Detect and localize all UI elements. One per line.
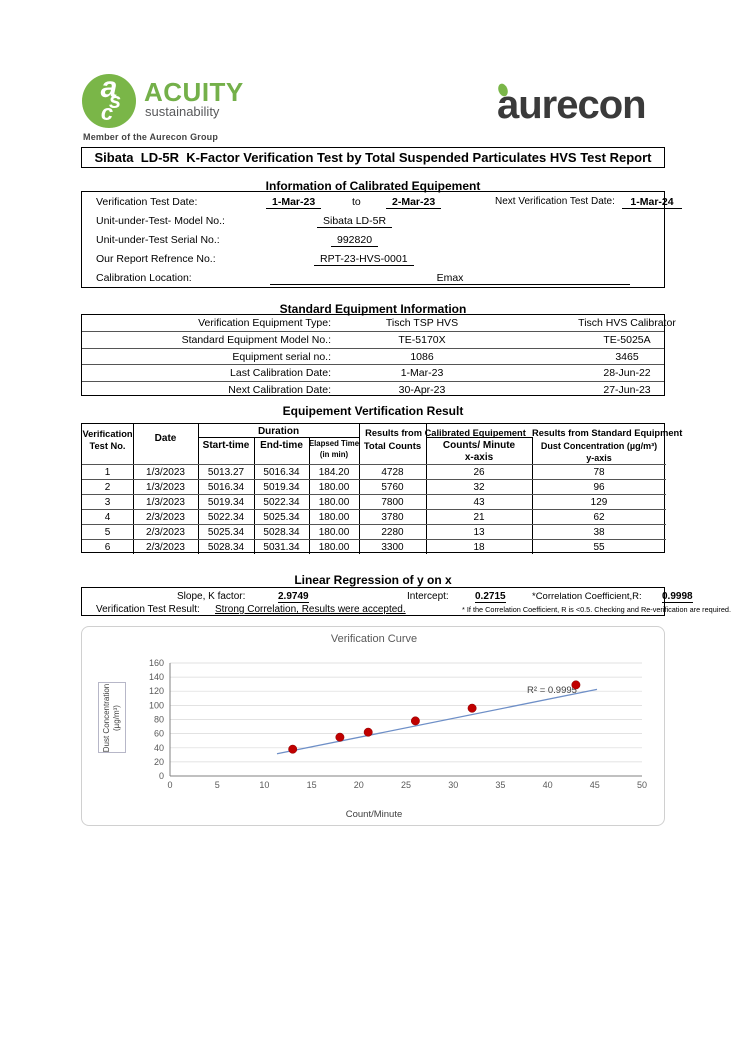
svg-text:20: 20 — [154, 757, 164, 767]
svg-text:100: 100 — [149, 700, 164, 710]
svg-text:25: 25 — [401, 780, 411, 790]
svg-text:5: 5 — [215, 780, 220, 790]
svg-text:aurecon: aurecon — [497, 83, 646, 123]
svg-text:120: 120 — [149, 686, 164, 696]
svg-text:10: 10 — [259, 780, 269, 790]
svg-text:15: 15 — [307, 780, 317, 790]
svg-text:sustainability: sustainability — [145, 104, 220, 119]
svg-text:0: 0 — [159, 771, 164, 781]
svg-text:30: 30 — [448, 780, 458, 790]
svg-text:R² = 0.9995: R² = 0.9995 — [527, 685, 577, 696]
svg-text:ACUITY: ACUITY — [144, 77, 244, 107]
svg-text:60: 60 — [154, 729, 164, 739]
svg-text:40: 40 — [543, 780, 553, 790]
svg-text:160: 160 — [149, 658, 164, 668]
svg-text:35: 35 — [495, 780, 505, 790]
svg-text:80: 80 — [154, 715, 164, 725]
svg-text:40: 40 — [154, 743, 164, 753]
svg-text:50: 50 — [637, 780, 647, 790]
svg-text:140: 140 — [149, 672, 164, 682]
svg-text:c: c — [101, 100, 113, 125]
svg-text:0: 0 — [167, 780, 172, 790]
svg-text:20: 20 — [354, 780, 364, 790]
svg-text:45: 45 — [590, 780, 600, 790]
